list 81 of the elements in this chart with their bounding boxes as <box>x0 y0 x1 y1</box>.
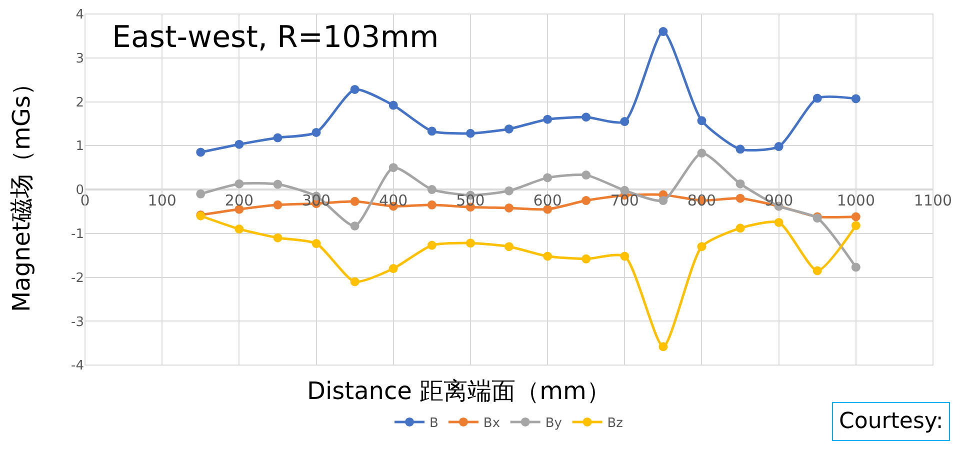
x-tick-label: 500 <box>456 192 485 210</box>
y-tick-label: 4 <box>76 8 84 23</box>
point <box>234 224 244 234</box>
point <box>350 84 360 94</box>
point <box>273 133 282 142</box>
point <box>658 196 668 206</box>
point <box>350 221 360 230</box>
point <box>658 27 668 36</box>
point <box>466 238 475 248</box>
x-tick-label: 1100 <box>914 192 952 210</box>
point <box>851 212 860 222</box>
point <box>812 94 822 103</box>
point <box>543 252 552 261</box>
point <box>312 239 321 248</box>
x-tick-label: 600 <box>533 192 562 210</box>
point <box>736 224 745 233</box>
point <box>774 142 784 152</box>
point <box>543 173 552 182</box>
point <box>620 252 630 261</box>
y-tick-label: -4 <box>71 358 84 374</box>
x-axis-title: Distance 距离端面（mm） <box>307 377 610 405</box>
point <box>582 196 591 206</box>
point <box>620 117 630 126</box>
legend-label: Bx <box>483 416 500 432</box>
point <box>543 114 552 124</box>
point <box>658 342 668 352</box>
point <box>582 254 591 264</box>
x-tick-label: 700 <box>610 192 639 210</box>
point <box>234 179 244 188</box>
point <box>427 240 436 250</box>
x-tick-label: 900 <box>764 192 794 210</box>
point <box>350 196 360 206</box>
point <box>388 163 398 172</box>
point <box>350 277 360 286</box>
x-tick-label: 200 <box>224 192 254 210</box>
point <box>774 218 784 227</box>
point <box>427 185 436 194</box>
point <box>504 124 514 134</box>
y-axis-title: Magnet磁场（mGs） <box>8 72 36 312</box>
y-tick-label: -2 <box>71 270 84 286</box>
point <box>851 221 860 230</box>
point <box>427 200 436 210</box>
text: Courtesy: <box>839 409 944 434</box>
x-tick-label: 300 <box>302 192 331 210</box>
point <box>812 266 822 276</box>
y-tick-label: 2 <box>76 95 84 110</box>
x-tick-label: 800 <box>687 192 716 210</box>
chart-title: East-west, R=103mm <box>112 20 439 55</box>
point <box>736 194 745 203</box>
x-tick-label: 1000 <box>836 192 876 210</box>
x-tick-label: 100 <box>148 192 176 210</box>
y-tick-label: 1 <box>76 139 84 154</box>
point <box>697 148 706 158</box>
point <box>697 242 706 252</box>
point <box>851 94 860 104</box>
point <box>388 264 398 274</box>
point <box>697 116 706 126</box>
point <box>504 242 514 252</box>
point <box>504 186 514 196</box>
legend-label: B <box>430 416 438 432</box>
y-tick-label: 3 <box>76 51 84 66</box>
point <box>582 170 591 180</box>
point <box>273 180 282 189</box>
y-tick-label: -1 <box>71 226 84 242</box>
point <box>273 233 282 242</box>
point <box>736 144 745 154</box>
legend-label: By <box>545 416 562 432</box>
point <box>504 203 514 212</box>
point <box>427 126 436 136</box>
point <box>582 112 591 122</box>
legend-label: Bz <box>607 416 624 432</box>
point <box>196 148 206 157</box>
point <box>736 179 745 188</box>
point <box>466 128 475 138</box>
point <box>388 100 398 110</box>
y-tick-label: -3 <box>71 314 84 330</box>
point <box>312 128 321 137</box>
point <box>196 189 206 198</box>
point <box>234 140 244 149</box>
point <box>851 262 860 272</box>
point <box>273 200 282 210</box>
